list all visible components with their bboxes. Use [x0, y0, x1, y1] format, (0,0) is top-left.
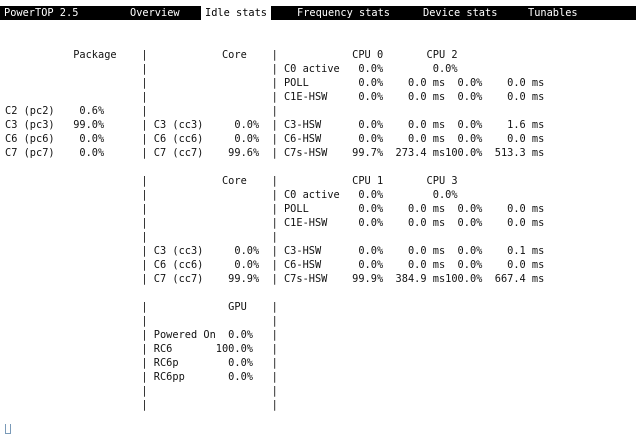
tab-bar: PowerTOP 2.5 Overview Idle stats Frequen…	[0, 6, 636, 20]
tab-idle-stats[interactable]: Idle stats	[201, 6, 271, 20]
row-rc6: | RC6 100.0% |	[5, 343, 278, 355]
row-poll-2: | | POLL 0.0% 0.0 ms 0.0% 0.0 ms	[5, 203, 545, 215]
row-c1e-hsw-1: | | C1E-HSW 0.0% 0.0 ms 0.0% 0.0 ms	[5, 91, 545, 103]
tab-overview[interactable]: Overview	[126, 6, 184, 20]
row-c1e-hsw-2: | | C1E-HSW 0.0% 0.0 ms 0.0% 0.0 ms	[5, 217, 545, 229]
app-title: PowerTOP 2.5	[0, 6, 83, 20]
cursor-block-icon	[5, 424, 11, 434]
row-rc6pp: | RC6pp 0.0% |	[5, 371, 278, 383]
row-gpu-spacer-2: | |	[5, 385, 278, 397]
row-c7-1: C7 (pc7) 0.0% | C7 (cc7) 99.6% | C7s-HSW…	[5, 147, 545, 159]
row-gpu-spacer: | |	[5, 315, 278, 327]
header-core-cpu1-cpu3: | Core | CPU 1 CPU 3	[5, 175, 458, 187]
row-c6-2: | C6 (cc6) 0.0% | C6-HSW 0.0% 0.0 ms 0.0…	[5, 259, 545, 271]
tab-device-stats[interactable]: Device stats	[419, 6, 502, 20]
tab-tunables[interactable]: Tunables	[524, 6, 582, 20]
row-c7-2: | C7 (cc7) 99.9% | C7s-HSW 99.9% 384.9 m…	[5, 273, 545, 285]
row-c3-1: C3 (pc3) 99.0% | C3 (cc3) 0.0% | C3-HSW …	[5, 119, 545, 131]
row-c2-pc2: C2 (pc2) 0.6% | |	[5, 105, 278, 117]
header-package-core-cpu0-cpu2: Package | Core | CPU 0 CPU 2	[5, 49, 458, 61]
row-c0-active-1: | | C0 active 0.0% 0.0%	[5, 63, 458, 75]
header-gpu: | GPU |	[5, 301, 278, 313]
row-rc6p: | RC6p 0.0% |	[5, 357, 278, 369]
row-gpu-spacer-3: | |	[5, 399, 278, 411]
row-c3-2: | C3 (cc3) 0.0% | C3-HSW 0.0% 0.0 ms 0.0…	[5, 245, 545, 257]
row-powered-on: | Powered On 0.0% |	[5, 329, 278, 341]
tab-frequency-stats[interactable]: Frequency stats	[293, 6, 394, 20]
row-spacer: | |	[5, 231, 278, 243]
row-poll-1: | | POLL 0.0% 0.0 ms 0.0% 0.0 ms	[5, 77, 545, 89]
row-c6-1: C6 (pc6) 0.0% | C6 (cc6) 0.0% | C6-HSW 0…	[5, 133, 545, 145]
row-c0-active-2: | | C0 active 0.0% 0.0%	[5, 189, 458, 201]
